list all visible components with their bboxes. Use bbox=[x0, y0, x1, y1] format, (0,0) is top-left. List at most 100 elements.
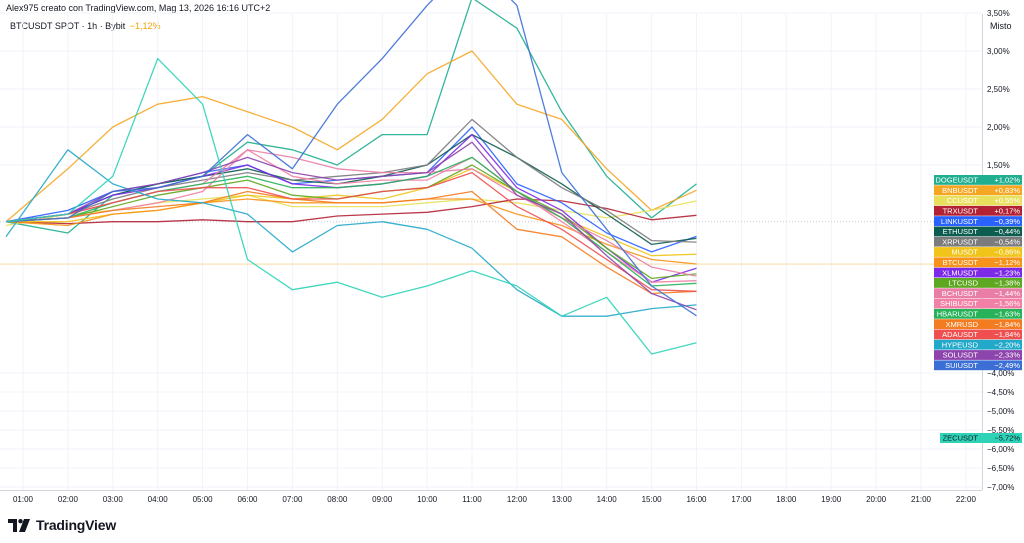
series-label-bchusdt: BCHUSDT −1,44% bbox=[934, 288, 1022, 299]
x-tick-label: 01:00 bbox=[13, 495, 34, 504]
series-label-value: −2,20% bbox=[994, 340, 1020, 349]
y-tick-label: 3,50% bbox=[987, 9, 1010, 18]
x-tick-label: 13:00 bbox=[552, 495, 573, 504]
series-label-value: −1,12% bbox=[994, 258, 1020, 267]
x-tick-label: 12:00 bbox=[507, 495, 528, 504]
series-label-box bbox=[934, 360, 1022, 371]
series-label-box bbox=[934, 350, 1022, 360]
series-label-box bbox=[934, 195, 1022, 206]
series-label-name: XLMUSDT bbox=[942, 268, 978, 277]
y-tick-label: −4,00% bbox=[987, 369, 1014, 378]
series-label-xmrusd: XMRUSD −1,84% bbox=[934, 319, 1022, 329]
series-line-dogeusdt bbox=[5, 0, 697, 234]
series-label-value: −1,84% bbox=[994, 320, 1020, 329]
x-tick-label: 03:00 bbox=[103, 495, 124, 504]
series-label-hbarusdt: HBARUSDT −1,63% bbox=[934, 308, 1022, 319]
series-line-zecusdt bbox=[5, 57, 697, 355]
series-label-value: +0,17% bbox=[994, 207, 1020, 216]
x-tick-label: 05:00 bbox=[193, 495, 214, 504]
series-label-value: +1,02% bbox=[994, 176, 1020, 185]
series-label-box bbox=[934, 226, 1022, 237]
series-label-value: −5,72% bbox=[994, 434, 1020, 443]
y-tick-label: 3,00% bbox=[987, 47, 1010, 56]
x-tick-label: 11:00 bbox=[462, 495, 482, 504]
tradingview-brand: TradingView bbox=[8, 515, 116, 535]
series-label-name: ADAUSDT bbox=[942, 330, 978, 339]
series-label-value: −1,23% bbox=[994, 268, 1020, 277]
series-label-value: +0,83% bbox=[994, 186, 1020, 195]
series-label-box bbox=[934, 236, 1022, 247]
series-label-zecusdt: ZECUSDT −5,72% bbox=[940, 433, 1022, 443]
x-tick-label: 15:00 bbox=[642, 495, 663, 504]
series-line-xmrusd bbox=[5, 190, 697, 295]
series-label-musdt: MUSDT −0,86% bbox=[934, 247, 1022, 257]
series-line-shibusdt bbox=[5, 149, 697, 283]
chart-header-author: Alex975 creato con TradingView.com, Mag … bbox=[6, 3, 271, 13]
series-label-name: LINKUSDT bbox=[941, 217, 979, 226]
series-line-hypeusd bbox=[5, 149, 697, 317]
series-label-box bbox=[934, 175, 1022, 185]
series-label-name: SHIBUSDT bbox=[940, 299, 978, 308]
x-tick-label: 17:00 bbox=[731, 495, 752, 504]
series-label-value: −2,49% bbox=[994, 361, 1020, 370]
series-label-name: XRPUSDT bbox=[942, 237, 978, 246]
y-tick-label: −6,00% bbox=[987, 445, 1014, 454]
series-label-value: −2,33% bbox=[994, 351, 1020, 360]
series-label-box bbox=[934, 298, 1022, 309]
series-label-ethusdt: ETHUSDT −0,44% bbox=[934, 226, 1022, 237]
symbol-change: −1,12% bbox=[129, 21, 161, 31]
x-tick-label: 06:00 bbox=[237, 495, 258, 504]
series-label-name: TRXUSDT bbox=[943, 207, 979, 216]
x-tick-label: 10:00 bbox=[417, 495, 438, 504]
series-label-shibusdt: SHIBUSDT −1,56% bbox=[934, 298, 1022, 309]
series-label-name: XMRUSD bbox=[945, 320, 978, 329]
series-label-box bbox=[934, 205, 1022, 216]
series-label-value: −1,63% bbox=[994, 310, 1020, 319]
series-label-btcusdt: BTCUSDT −1,12% bbox=[934, 257, 1022, 268]
series-label-trxusdt: TRXUSDT +0,17% bbox=[934, 205, 1022, 216]
series-label-value: −1,38% bbox=[994, 279, 1020, 288]
series-label-solusdt: SOLUSDT −2,33% bbox=[934, 350, 1022, 360]
series-label-adausdt: ADAUSDT −1,84% bbox=[934, 329, 1022, 340]
series-label-suiusdt: SUIUSDT −2,49% bbox=[934, 360, 1022, 371]
series-label-box bbox=[940, 433, 1022, 443]
series-label-name: SUIUSDT bbox=[945, 361, 978, 370]
series-label-box bbox=[934, 288, 1022, 299]
tradingview-logo-icon bbox=[8, 518, 30, 532]
y-tick-label: 1,50% bbox=[987, 161, 1010, 170]
series-label-box bbox=[934, 185, 1022, 196]
series-label-value: −0,86% bbox=[994, 248, 1020, 257]
series-label-name: BCHUSDT bbox=[942, 289, 979, 298]
x-tick-label: 18:00 bbox=[776, 495, 797, 504]
series-label-bnbusdt: BNBUSDT +0,83% bbox=[934, 185, 1022, 196]
series-line-xrpusdt bbox=[5, 118, 697, 243]
y-tick-label: 2,00% bbox=[987, 123, 1010, 132]
x-tick-label: 14:00 bbox=[597, 495, 618, 504]
series-label-name: BNBUSDT bbox=[942, 186, 978, 195]
comparison-chart[interactable]: 4,50%4,00%3,50%3,00%2,50%2,00%1,50%−4,00… bbox=[0, 0, 1024, 510]
series-label-box bbox=[934, 319, 1022, 329]
series-label-box bbox=[934, 278, 1022, 288]
brand-name: TradingView bbox=[36, 517, 117, 533]
x-tick-label: 20:00 bbox=[866, 495, 887, 504]
series-label-box bbox=[934, 329, 1022, 340]
series-label-name: HBARUSDT bbox=[937, 310, 979, 319]
series-label-ccusdt: CCUSDT +0,55% bbox=[934, 195, 1022, 206]
series-line-bnbusdt bbox=[5, 50, 697, 223]
y-tick-label: −6,50% bbox=[987, 464, 1014, 473]
y-tick-label: −5,00% bbox=[987, 407, 1014, 416]
series-label-box bbox=[934, 339, 1022, 350]
series-label-value: −0,54% bbox=[994, 237, 1020, 246]
series-label-box bbox=[934, 267, 1022, 278]
y-tick-label: −7,00% bbox=[987, 483, 1014, 492]
series-label-value: −1,84% bbox=[994, 330, 1020, 339]
scale-mode-label[interactable]: Misto bbox=[990, 21, 1012, 31]
series-label-value: −0,39% bbox=[994, 217, 1020, 226]
x-tick-label: 02:00 bbox=[58, 495, 79, 504]
series-label-name: SOLUSDT bbox=[943, 351, 979, 360]
series-label-box bbox=[934, 257, 1022, 268]
x-tick-label: 22:00 bbox=[956, 495, 977, 504]
x-tick-label: 21:00 bbox=[911, 495, 932, 504]
series-label-name: LTCUSD bbox=[949, 279, 979, 288]
series-label-ltcusd: LTCUSD −1,38% bbox=[934, 278, 1022, 288]
